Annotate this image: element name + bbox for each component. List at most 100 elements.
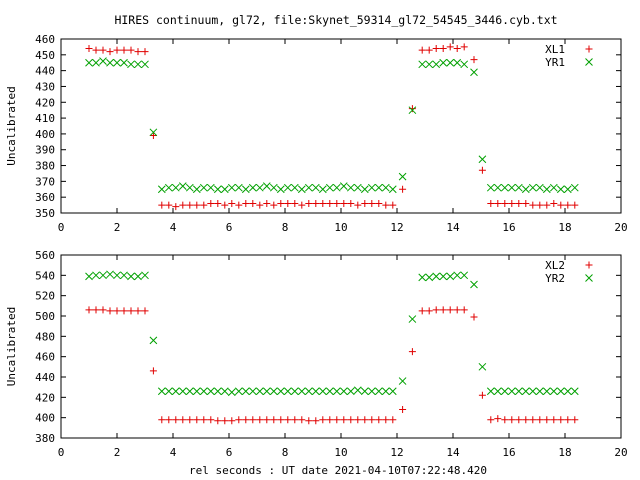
data-point-yr2 — [542, 387, 551, 396]
chart-title: HIRES continuum, gl72, file:Skynet_59314… — [114, 13, 557, 27]
plot-frame — [60, 254, 622, 439]
data-point-xl2 — [270, 416, 278, 424]
data-point-yr2 — [141, 271, 149, 280]
data-point-yr2 — [248, 387, 257, 396]
data-point-yr2 — [528, 387, 537, 396]
data-point-xl2 — [165, 416, 173, 424]
data-point-xl1 — [536, 201, 544, 209]
data-point-yr2 — [460, 271, 469, 280]
data-point-yr1 — [185, 183, 194, 192]
data-point-xl1 — [543, 201, 551, 209]
data-point-xl1 — [291, 200, 299, 208]
data-point-yr1 — [192, 185, 201, 194]
x-tick-label: 20 — [614, 446, 627, 459]
data-point-xl2 — [85, 306, 93, 314]
data-point-xl2 — [284, 416, 292, 424]
data-point-yr1 — [99, 57, 107, 65]
data-point-xl2 — [120, 307, 128, 315]
y-tick-label: 460 — [35, 351, 55, 364]
data-point-xl2 — [235, 416, 243, 424]
y-tick-label: 400 — [35, 412, 55, 425]
legend-marker-yr1 — [585, 58, 593, 66]
data-point-xl2 — [354, 416, 362, 424]
data-point-xl1 — [425, 46, 433, 54]
data-point-xl1 — [263, 200, 271, 208]
data-point-xl2 — [543, 416, 551, 424]
data-point-yr1 — [486, 183, 495, 192]
data-point-yr2 — [220, 387, 229, 396]
data-point-xl2 — [550, 416, 558, 424]
data-point-xl2 — [361, 416, 369, 424]
data-point-yr1 — [500, 183, 509, 192]
legend-marker-xl2 — [585, 261, 593, 269]
data-point-xl2 — [382, 416, 390, 424]
data-point-yr1 — [220, 185, 229, 194]
data-point-yr2 — [290, 387, 299, 396]
data-point-yr1 — [460, 60, 469, 69]
data-point-xl2 — [92, 306, 100, 314]
data-point-yr2 — [500, 387, 509, 396]
data-point-yr1 — [570, 183, 579, 192]
data-point-yr1 — [346, 183, 355, 192]
data-point-yr1 — [290, 183, 299, 192]
data-point-xl2 — [256, 416, 264, 424]
data-point-xl1 — [149, 131, 157, 139]
data-point-yr2 — [157, 387, 166, 396]
data-point-yr1 — [85, 58, 93, 67]
data-point-xl2 — [298, 416, 306, 424]
data-point-xl1 — [179, 201, 187, 209]
data-point-xl2 — [186, 416, 194, 424]
y-tick-label: 350 — [35, 207, 55, 220]
data-point-yr1 — [141, 60, 149, 69]
data-point-yr2 — [276, 387, 285, 396]
data-point-xl1 — [298, 201, 306, 209]
data-point-xl2 — [399, 406, 407, 414]
legend-marker-xl1 — [585, 45, 593, 53]
data-point-yr2 — [418, 273, 427, 282]
data-point-yr2 — [178, 387, 187, 396]
data-point-xl1 — [319, 200, 327, 208]
data-point-xl1 — [529, 201, 537, 209]
data-point-xl1 — [242, 200, 250, 208]
data-point-yr1 — [157, 185, 166, 194]
x-tick-label: 8 — [282, 446, 289, 459]
data-point-yr2 — [234, 387, 243, 396]
data-point-xl2 — [263, 416, 271, 424]
data-point-xl1 — [494, 200, 502, 208]
data-point-xl1 — [470, 56, 478, 64]
data-point-xl2 — [536, 416, 544, 424]
data-point-xl2 — [179, 416, 187, 424]
x-tick-label: 20 — [614, 221, 627, 234]
y-tick-label: 380 — [35, 160, 55, 173]
data-point-yr2 — [453, 271, 462, 280]
data-point-yr2 — [325, 387, 334, 396]
data-point-xl1 — [515, 200, 523, 208]
data-point-yr2 — [227, 388, 236, 397]
x-tick-label: 16 — [502, 446, 515, 459]
data-point-xl1 — [207, 200, 215, 208]
data-point-yr1 — [206, 183, 215, 192]
data-point-xl1 — [312, 200, 320, 208]
data-point-yr1 — [549, 183, 558, 192]
data-point-yr1 — [542, 185, 551, 194]
data-point-yr1 — [563, 185, 572, 194]
data-point-xl2 — [564, 416, 572, 424]
data-point-yr2 — [388, 387, 397, 396]
data-point-xl1 — [134, 48, 142, 56]
data-point-yr1 — [408, 106, 417, 115]
data-point-yr2 — [339, 387, 348, 396]
data-point-xl2 — [319, 416, 327, 424]
data-point-yr2 — [283, 387, 292, 396]
data-point-yr2 — [507, 387, 516, 396]
data-point-yr1 — [339, 182, 348, 190]
y-tick-label: 440 — [35, 371, 55, 384]
data-point-xl2 — [439, 306, 447, 314]
x-tick-label: 10 — [334, 221, 347, 234]
data-point-yr1 — [255, 183, 264, 192]
data-point-yr2 — [432, 272, 441, 281]
data-point-xl1 — [165, 201, 173, 209]
data-point-xl2 — [515, 416, 523, 424]
data-point-xl1 — [235, 201, 243, 209]
data-point-xl1 — [347, 200, 355, 208]
x-tick-label: 0 — [58, 446, 65, 459]
